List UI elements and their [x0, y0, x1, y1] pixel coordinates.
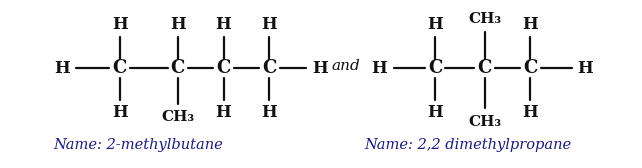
Text: C: C — [171, 59, 185, 77]
Text: CH₃: CH₃ — [468, 12, 501, 26]
Text: and: and — [331, 59, 360, 73]
Text: H: H — [427, 16, 443, 33]
Text: H: H — [112, 16, 128, 33]
Text: H: H — [216, 103, 231, 120]
Text: H: H — [216, 16, 231, 33]
Text: C: C — [523, 59, 537, 77]
Text: Name: 2-methylbutane: Name: 2-methylbutane — [53, 138, 223, 152]
Text: C: C — [478, 59, 492, 77]
Text: C: C — [262, 59, 276, 77]
Text: H: H — [55, 60, 71, 77]
Text: H: H — [170, 16, 186, 33]
Text: CH₃: CH₃ — [161, 110, 195, 124]
Text: H: H — [577, 60, 593, 77]
Text: H: H — [261, 16, 277, 33]
Text: CH₃: CH₃ — [468, 115, 501, 129]
Text: Name: 2,2 dimethylpropane: Name: 2,2 dimethylpropane — [365, 138, 571, 152]
Text: C: C — [112, 59, 127, 77]
Text: H: H — [523, 103, 539, 120]
Text: H: H — [261, 103, 277, 120]
Text: C: C — [216, 59, 230, 77]
Text: H: H — [312, 60, 327, 77]
Text: C: C — [428, 59, 442, 77]
Text: H: H — [427, 103, 443, 120]
Text: H: H — [112, 103, 128, 120]
Text: H: H — [371, 60, 387, 77]
Text: H: H — [523, 16, 539, 33]
